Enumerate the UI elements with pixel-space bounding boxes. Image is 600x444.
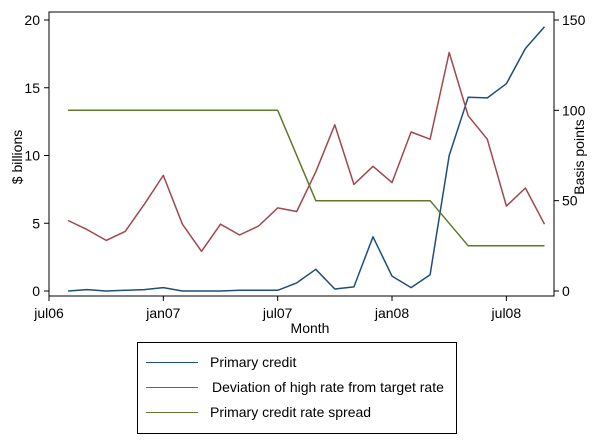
x-tick-label: jan07 [145, 305, 180, 321]
legend-item-rate-spread: Primary credit rate spread [138, 403, 456, 423]
chart-axes: 0 5 10 15 20 0 50 100 150 jul06 jan07 jul07 jan08 jul… [24, 11, 586, 321]
series-deviation-line [67, 51, 546, 253]
y-left-tick-label: 15 [24, 80, 40, 96]
y-right-tick-label: 150 [562, 12, 586, 28]
y-axis-right-label: Basis points [571, 119, 587, 194]
legend-swatch-primary-credit [146, 362, 198, 363]
legend-label-deviation: Deviation of high rate from target rate [212, 379, 444, 395]
y-left-tick-label: 20 [24, 12, 40, 28]
y-left-tick-label: 5 [32, 215, 40, 231]
series-primary-credit-line [68, 26, 546, 292]
x-tick-label: jan08 [374, 305, 409, 321]
y-right-tick-label: 0 [562, 283, 570, 299]
y-right-tick-label: 100 [562, 102, 586, 118]
legend: Primary credit Deviation of high rate fr… [137, 342, 457, 434]
y-left-tick-label: 0 [32, 283, 40, 299]
y-right-tick-label: 50 [562, 193, 578, 209]
y-axis-left-label: $ billions [9, 130, 25, 184]
x-axis-label: Month [291, 320, 330, 336]
x-tick-label: jul07 [262, 305, 293, 321]
series-rate-spread-line [68, 109, 545, 247]
legend-swatch-rate-spread [146, 412, 198, 413]
legend-item-primary-credit: Primary credit [138, 353, 456, 373]
plot-frame [48, 11, 555, 297]
legend-label-primary-credit: Primary credit [210, 354, 297, 370]
legend-label-rate-spread: Primary credit rate spread [210, 404, 372, 420]
plot-area [67, 26, 546, 292]
x-tick-label: jul08 [491, 305, 522, 321]
legend-item-deviation: Deviation of high rate from target rate [138, 378, 456, 398]
y-left-tick-label: 10 [24, 148, 40, 164]
legend-swatch-deviation [146, 387, 198, 388]
x-tick-label: jul06 [33, 305, 64, 321]
